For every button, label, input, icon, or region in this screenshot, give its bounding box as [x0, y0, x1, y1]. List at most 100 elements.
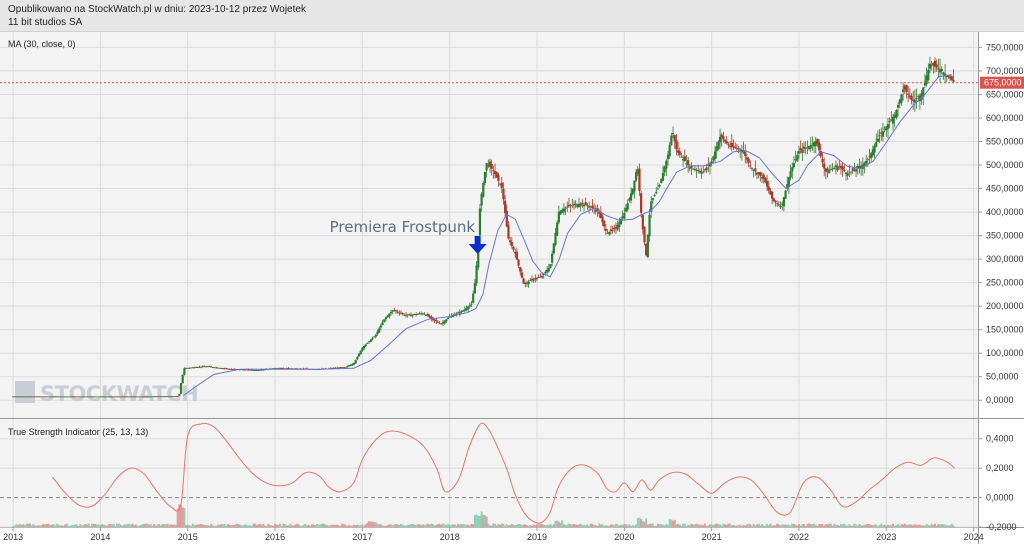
- tsi-y-ticks: 0,4000 0,2000 0,0000 -0,2000: [978, 434, 1017, 532]
- volume-bar: [453, 524, 456, 527]
- volume-bar: [517, 524, 520, 527]
- tsi-line: [52, 422, 955, 524]
- candle-body: [765, 181, 769, 187]
- candle-body: [243, 369, 246, 371]
- volume-bar: [878, 525, 881, 527]
- candle-body: [179, 383, 183, 394]
- candle-body: [724, 140, 727, 142]
- volume-bar: [609, 524, 612, 527]
- volume-bar: [893, 525, 896, 527]
- candle-body: [280, 367, 283, 369]
- volume-bar: [431, 524, 434, 527]
- candle-body: [848, 171, 851, 173]
- candle-body: [640, 193, 643, 213]
- candle-body: [129, 396, 132, 398]
- candle-body: [949, 76, 952, 79]
- volume-bar: [97, 524, 100, 527]
- candle-body: [15, 396, 18, 398]
- volume-bar: [636, 518, 639, 527]
- candle-body: [707, 165, 710, 167]
- candle-body: [782, 197, 785, 207]
- volume-bar: [930, 523, 933, 527]
- volume-bar: [495, 525, 498, 527]
- volume-bar: [947, 525, 950, 527]
- volume-bar: [485, 516, 488, 527]
- volume-bar: [269, 524, 272, 527]
- volume-bar: [50, 524, 53, 527]
- volume-bar: [606, 525, 609, 527]
- publication-info: Opublikowano na StockWatch.pl w dniu: 20…: [8, 4, 306, 15]
- volume-bar: [913, 524, 916, 527]
- volume-bar: [191, 523, 194, 527]
- candle-body: [898, 99, 901, 104]
- volume-bar: [30, 525, 33, 527]
- volume-bar: [756, 524, 759, 527]
- volume-bar: [630, 525, 633, 527]
- volume-bar: [646, 524, 649, 527]
- volume-bar: [408, 524, 411, 527]
- volume-bar: [584, 525, 587, 527]
- candle-body: [762, 174, 765, 179]
- volume-bar: [923, 525, 926, 527]
- volume-bar: [480, 511, 483, 527]
- volume-bar: [102, 524, 105, 527]
- volume-bar: [186, 524, 189, 527]
- volume-bar: [698, 525, 701, 527]
- candle-body: [860, 166, 863, 168]
- volume-bar: [400, 524, 403, 527]
- ma-panel-title: MA (30, close, 0): [8, 39, 76, 49]
- volume-bar: [75, 524, 78, 527]
- volume-bar: [445, 525, 448, 527]
- volume-bar: [801, 524, 804, 527]
- volume-bar: [54, 525, 57, 527]
- volume-bar: [99, 524, 102, 527]
- candle-body: [925, 75, 928, 85]
- candle-body: [816, 138, 819, 145]
- volume-bar: [253, 523, 256, 527]
- candle-body: [928, 63, 932, 69]
- volume-bar: [131, 523, 134, 527]
- candle-body: [189, 367, 193, 369]
- volume-bar: [159, 525, 162, 527]
- volume-bar: [808, 523, 811, 527]
- volume-bar: [64, 524, 67, 527]
- candle-body: [188, 367, 191, 369]
- candle-body: [401, 313, 404, 315]
- candle-body: [440, 323, 443, 325]
- volume-bar: [342, 524, 345, 527]
- volume-bar: [45, 523, 48, 527]
- volume-bar: [631, 524, 634, 527]
- volume-bar: [376, 523, 379, 527]
- volume-bar: [80, 525, 83, 527]
- volume-bar: [920, 525, 923, 527]
- volume-bar: [134, 524, 137, 527]
- candle-body: [70, 396, 73, 398]
- candle-body: [258, 369, 262, 371]
- candle-body: [146, 396, 149, 398]
- volume-bar: [650, 523, 653, 527]
- candle-body: [500, 182, 503, 188]
- volume-bar: [22, 524, 25, 527]
- candle-body: [369, 339, 372, 343]
- volume-bar: [708, 524, 711, 527]
- volume-bar: [262, 523, 265, 527]
- candle-body: [109, 396, 112, 398]
- volume-bar: [267, 523, 270, 527]
- volume-bar: [799, 525, 802, 527]
- candle-body: [99, 396, 102, 398]
- candle-body: [718, 136, 722, 143]
- candle-body: [922, 87, 925, 97]
- tsi-tick-label: 0,0000: [986, 493, 1014, 503]
- volume-bar: [258, 523, 261, 527]
- candle-body: [492, 170, 495, 172]
- candle-body: [594, 209, 597, 212]
- volume-bar: [364, 524, 367, 527]
- volume-bars: [12, 504, 955, 527]
- candle-body: [799, 148, 802, 151]
- candle-body: [43, 396, 47, 398]
- volume-bar: [13, 525, 16, 527]
- volume-bar: [626, 525, 629, 527]
- candle-body: [97, 396, 100, 398]
- volume-bar: [876, 525, 879, 527]
- candle-body: [126, 396, 129, 398]
